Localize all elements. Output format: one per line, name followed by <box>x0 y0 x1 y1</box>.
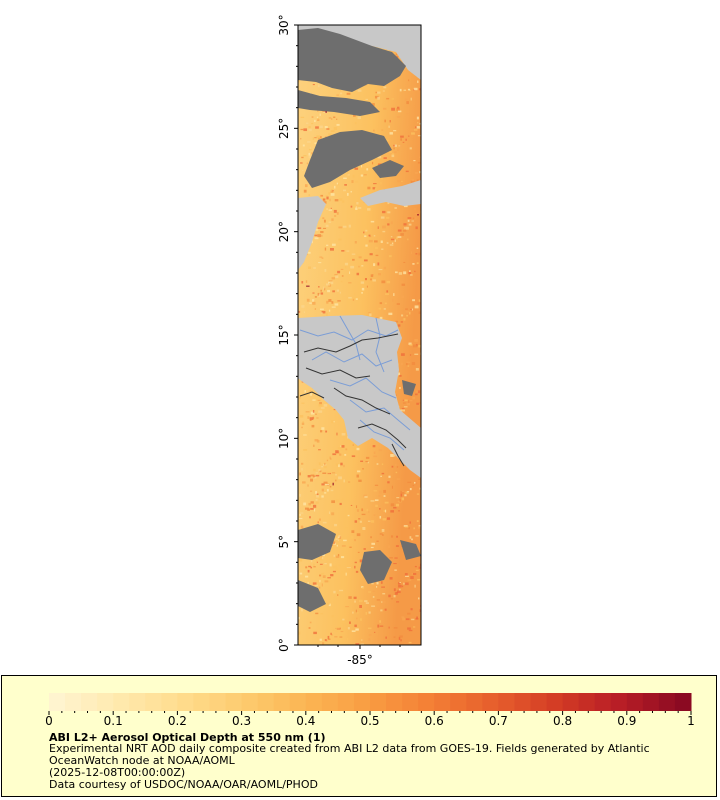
colorbar-tick-label: 0.5 <box>360 714 379 728</box>
colorbar-cells <box>49 693 692 711</box>
legend-description: Experimental NRT AOD daily composite cre… <box>49 742 650 767</box>
colorbar-tick-label: 0.7 <box>489 714 508 728</box>
colorbar-cell <box>209 693 227 711</box>
colorbar-cell <box>514 693 531 711</box>
colorbar-cell <box>49 693 66 711</box>
colorbar: 0 0.1 0.2 0.3 0.4 0.5 0.6 0.7 0.8 0.9 1 <box>45 693 695 728</box>
legend-credit: Data courtesy of USDOC/NOAA/OAR/AOML/PHO… <box>49 778 318 791</box>
colorbar-tick-label: 0.3 <box>232 714 251 728</box>
colorbar-cell <box>450 693 467 711</box>
legend-title: ABI L2+ Aerosol Optical Depth at 550 nm … <box>49 731 326 744</box>
colorbar-tick-label: 0 <box>45 714 53 728</box>
map-area: 0° 5° 10° 15° 20° 25° 30° -85° <box>277 14 422 667</box>
land-cuba <box>360 180 421 206</box>
legend-time: (2025-12-08T00:00:00Z) <box>49 766 186 779</box>
colorbar-cell <box>674 693 692 711</box>
colorbar-cell <box>337 693 355 711</box>
colorbar-tick-label: 0.8 <box>553 714 572 728</box>
colorbar-cell <box>145 693 162 711</box>
lon-axis: -85° <box>317 645 401 667</box>
colorbar-cell <box>434 693 451 711</box>
colorbar-cell <box>177 693 194 711</box>
colorbar-tick-label: 1 <box>687 714 695 728</box>
colorbar-cell <box>610 693 628 711</box>
colorbar-cell <box>113 693 130 711</box>
colorbar-cell <box>530 693 548 711</box>
aod-speckle-layer <box>298 25 421 645</box>
colorbar-cell <box>402 693 419 711</box>
colorbar-cell <box>594 693 612 711</box>
colorbar-tick-label: 0.2 <box>168 714 187 728</box>
land-central-america <box>298 315 421 478</box>
lat-tick-label: 0° <box>277 638 291 652</box>
colorbar-cell <box>498 693 515 711</box>
colorbar-cell <box>353 693 371 711</box>
colorbar-tick-label: 0.6 <box>425 714 444 728</box>
colorbar-cell <box>370 693 387 711</box>
colorbar-tick-label: 0.1 <box>104 714 123 728</box>
colorbar-cell <box>562 693 580 711</box>
colorbar-cell <box>418 693 435 711</box>
lat-tick-label: 5° <box>277 535 291 549</box>
colorbar-cell <box>482 693 499 711</box>
colorbar-cell <box>289 693 307 711</box>
colorbar-cell <box>386 693 403 711</box>
land-mexico <box>298 196 326 270</box>
colorbar-cell <box>241 693 259 711</box>
lon-tick-label: -85° <box>347 653 373 667</box>
colorbar-cell <box>65 693 82 711</box>
lat-tick-label: 10° <box>277 428 291 449</box>
colorbar-cell <box>578 693 596 711</box>
colorbar-cell <box>81 693 98 711</box>
colorbar-cell <box>225 693 243 711</box>
land-north <box>298 25 421 80</box>
lat-axis: 0° 5° 10° 15° 20° 25° 30° <box>277 14 298 652</box>
map-field <box>298 25 421 645</box>
cloud-mask <box>298 28 421 612</box>
colorbar-cell <box>161 693 178 711</box>
colorbar-cell <box>193 693 210 711</box>
colorbar-cell <box>97 693 114 711</box>
colorbar-cell <box>129 693 146 711</box>
lat-tick-label: 20° <box>277 221 291 242</box>
lat-tick-label: 25° <box>277 118 291 139</box>
legend-panel: 0 0.1 0.2 0.3 0.4 0.5 0.6 0.7 0.8 0.9 1 ABI L2+ Ae… <box>1 675 717 797</box>
colorbar-cell <box>257 693 275 711</box>
colorbar-cell <box>658 693 676 711</box>
map-svg: 0° 5° 10° 15° 20° 25° 30° -85° <box>277 14 422 667</box>
colorbar-tick-label: 0.4 <box>296 714 315 728</box>
colorbar-cell <box>546 693 564 711</box>
colorbar-cell <box>642 693 660 711</box>
colorbar-cell <box>273 693 291 711</box>
colorbar-cell <box>321 693 339 711</box>
colorbar-tick-label: 0.9 <box>617 714 636 728</box>
lat-tick-label: 30° <box>277 14 291 35</box>
colorbar-ticks: 0 0.1 0.2 0.3 0.4 0.5 0.6 0.7 0.8 0.9 1 <box>45 711 695 728</box>
country-borders <box>299 333 407 467</box>
colorbar-cell <box>466 693 483 711</box>
colorbar-cell <box>626 693 644 711</box>
colorbar-cell <box>305 693 323 711</box>
lat-tick-label: 15° <box>277 324 291 345</box>
